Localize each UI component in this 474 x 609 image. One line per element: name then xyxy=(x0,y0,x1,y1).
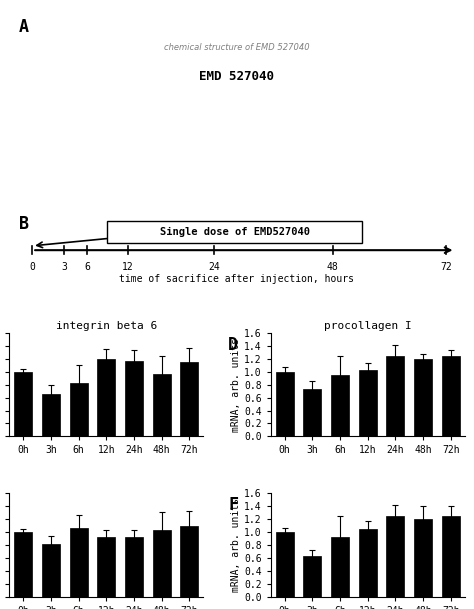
Bar xyxy=(276,532,294,597)
Bar xyxy=(180,362,198,437)
Bar xyxy=(14,532,32,597)
Text: EMD 527040: EMD 527040 xyxy=(200,69,274,83)
Y-axis label: mRNA, arb. units: mRNA, arb. units xyxy=(231,498,241,592)
Bar xyxy=(14,371,32,437)
Bar xyxy=(70,384,88,437)
Text: chemical structure of EMD 527040: chemical structure of EMD 527040 xyxy=(164,43,310,52)
Bar xyxy=(386,516,404,597)
Bar xyxy=(153,374,171,437)
Text: 12: 12 xyxy=(122,262,134,272)
Text: 24: 24 xyxy=(209,262,220,272)
Bar xyxy=(97,537,115,597)
Bar xyxy=(303,389,321,437)
Bar xyxy=(359,370,377,437)
Bar xyxy=(442,356,460,437)
Bar xyxy=(331,375,349,437)
Bar xyxy=(125,361,143,437)
Bar xyxy=(414,359,432,437)
Bar xyxy=(276,371,294,437)
Bar xyxy=(70,527,88,597)
Text: B: B xyxy=(18,214,28,233)
Text: 0: 0 xyxy=(29,262,35,272)
Text: 3: 3 xyxy=(61,262,67,272)
Bar xyxy=(442,516,460,597)
Bar xyxy=(303,556,321,597)
Bar xyxy=(331,537,349,597)
Bar xyxy=(125,537,143,597)
Text: D: D xyxy=(228,336,238,354)
Text: time of sacrifice after injection, hours: time of sacrifice after injection, hours xyxy=(119,274,355,284)
Bar xyxy=(386,356,404,437)
Text: 48: 48 xyxy=(327,262,338,272)
Bar xyxy=(42,544,60,597)
Bar xyxy=(97,359,115,437)
Y-axis label: mRNA, arb. units: mRNA, arb. units xyxy=(231,338,241,432)
Bar xyxy=(414,519,432,597)
Title: procollagen I: procollagen I xyxy=(324,321,411,331)
Title: integrin beta 6: integrin beta 6 xyxy=(55,321,157,331)
Bar xyxy=(359,529,377,597)
Bar xyxy=(180,526,198,597)
Text: A: A xyxy=(18,18,28,36)
Text: F: F xyxy=(228,496,238,515)
Text: Single dose of EMD527040: Single dose of EMD527040 xyxy=(160,227,310,237)
Bar xyxy=(42,395,60,437)
Bar xyxy=(153,530,171,597)
Text: 72: 72 xyxy=(440,262,452,272)
Text: 6: 6 xyxy=(84,262,90,272)
FancyBboxPatch shape xyxy=(107,221,362,242)
